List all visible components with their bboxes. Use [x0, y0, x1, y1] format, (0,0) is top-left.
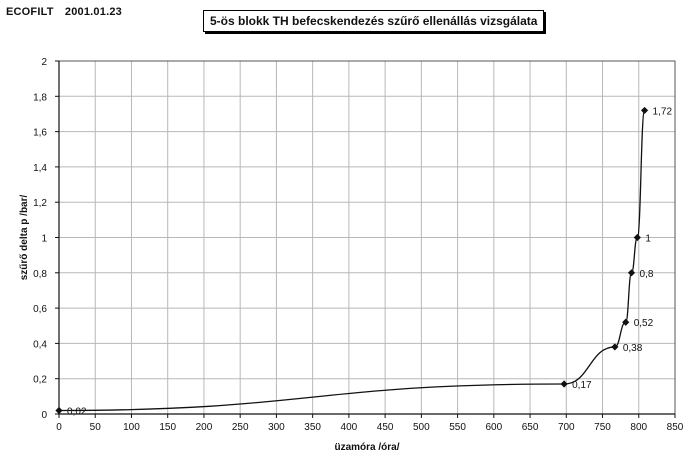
data-point-label: 0,8 — [640, 269, 654, 280]
x-tick-label: 350 — [304, 422, 321, 433]
data-point-marker — [55, 406, 63, 415]
data-point-marker — [633, 233, 641, 242]
data-point-label: 0,02 — [67, 406, 87, 417]
series-line — [58, 109, 646, 412]
y-tick-label: 1,8 — [33, 92, 47, 103]
x-tick-label: 450 — [377, 422, 394, 433]
y-tick-label: 1,2 — [33, 198, 47, 209]
data-point-label: 0,52 — [634, 318, 654, 329]
chart-title: 5-ös blokk TH befecskendezés szűrő ellen… — [203, 10, 545, 32]
data-point-marker — [560, 380, 568, 388]
data-point-marker — [611, 343, 619, 351]
x-tick-label: 800 — [630, 422, 647, 433]
y-tick-label: 0,4 — [33, 339, 47, 350]
y-tick-label: 0 — [41, 410, 47, 421]
x-tick-label: 700 — [558, 422, 575, 433]
x-tick-label: 300 — [268, 422, 285, 433]
y-axis-title: szűrő delta p /bar/ — [19, 194, 30, 280]
x-tick-label: 150 — [159, 422, 176, 433]
y-tick-label: 1 — [41, 234, 47, 245]
x-tick-label: 250 — [232, 422, 249, 433]
y-tick-label: 0,8 — [33, 269, 47, 280]
data-point-label: 0,17 — [572, 380, 592, 391]
x-tick-label: 750 — [594, 422, 611, 433]
x-tick-label: 400 — [341, 422, 358, 433]
data-point-marker — [640, 106, 649, 115]
y-tick-label: 1,6 — [33, 128, 47, 139]
header-info: ECOFILT 2001.01.23 — [6, 6, 130, 18]
data-point-label: 1 — [645, 234, 651, 245]
x-tick-label: 50 — [90, 422, 102, 433]
data-point-marker — [622, 318, 630, 326]
data-point-marker — [627, 269, 636, 277]
x-tick-label: 0 — [56, 422, 62, 433]
y-tick-label: 0,2 — [33, 375, 47, 386]
x-tick-label: 650 — [522, 422, 539, 433]
data-point-label: 0,38 — [623, 343, 643, 354]
x-tick-label: 200 — [196, 422, 213, 433]
date-label: 2001.01.23 — [64, 6, 122, 18]
y-tick-label: 0,6 — [33, 304, 47, 315]
x-axis-title: üzamóra /óra/ — [334, 442, 399, 453]
y-tick-label: 2 — [41, 57, 47, 68]
x-tick-label: 100 — [123, 422, 140, 433]
x-tick-label: 600 — [485, 422, 502, 433]
x-tick-label: 500 — [413, 422, 430, 433]
x-tick-label: 850 — [667, 422, 684, 433]
x-tick-label: 550 — [449, 422, 466, 433]
y-tick-label: 1,4 — [33, 163, 47, 174]
data-point-label: 1,72 — [653, 106, 673, 117]
brand-label: ECOFILT — [6, 6, 54, 18]
